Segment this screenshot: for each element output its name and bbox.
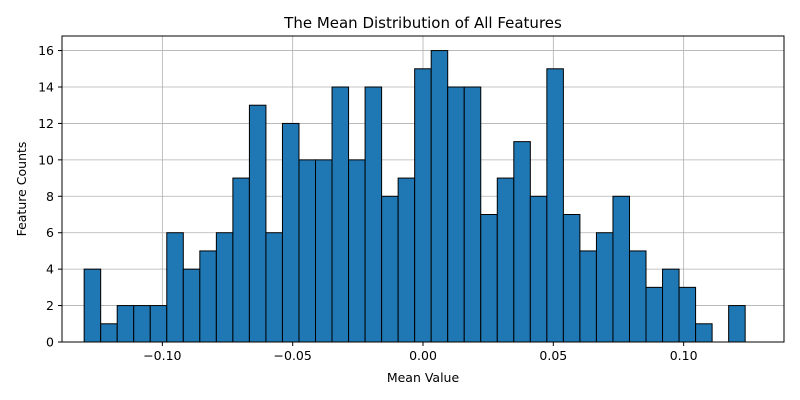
histogram-bar [430, 50, 449, 343]
histogram-bar [546, 68, 564, 343]
histogram-bar [331, 86, 350, 343]
histogram-bar [447, 86, 465, 343]
histogram-bar [348, 159, 366, 343]
histogram-bar [529, 195, 548, 343]
histogram-bar [562, 214, 581, 343]
y-tick-label: 10 [38, 152, 54, 167]
y-axis-ticks: 0 2 4 6 8 10 12 14 16 [38, 43, 62, 350]
histogram-bar [513, 141, 531, 343]
x-tick-label: −0.10 [143, 348, 181, 363]
x-axis-label: Mean Value [387, 370, 460, 385]
histogram-bar [463, 86, 482, 343]
histogram-bar [579, 250, 597, 343]
y-tick-label: 2 [46, 298, 54, 313]
y-tick-label: 4 [46, 262, 54, 277]
histogram-bar [695, 323, 713, 343]
y-tick-label: 12 [38, 116, 54, 131]
histogram-bar [100, 323, 118, 343]
histogram-bar [364, 86, 383, 343]
histogram-bar [628, 250, 647, 343]
histogram-bar [612, 195, 630, 343]
y-tick-label: 8 [46, 189, 54, 204]
histogram-bar [645, 286, 664, 343]
histogram-bar [480, 214, 498, 343]
histogram-bar [298, 159, 317, 343]
histogram-bar [397, 177, 416, 343]
x-tick-label: −0.05 [274, 348, 312, 363]
x-tick-label: 0.10 [670, 348, 698, 363]
histogram-bar [595, 232, 614, 343]
histogram-bar [496, 177, 515, 343]
histogram-bar [414, 68, 432, 343]
chart-title: The Mean Distribution of All Features [283, 14, 562, 32]
y-tick-label: 0 [46, 335, 54, 350]
bar-series [83, 50, 746, 343]
histogram-bar [265, 232, 283, 343]
histogram-bar [116, 305, 135, 343]
histogram-bar [83, 268, 102, 343]
histogram-bar [315, 159, 333, 343]
histogram-bar [232, 177, 250, 343]
x-tick-label: 0.00 [409, 348, 437, 363]
x-axis-ticks: −0.10 −0.05 0.00 0.05 0.10 [143, 342, 698, 363]
y-tick-label: 16 [38, 43, 54, 58]
y-axis-label: Feature Counts [14, 142, 29, 237]
histogram-bar [678, 286, 697, 343]
histogram-bar [381, 195, 399, 343]
histogram-bar [281, 122, 300, 343]
x-tick-label: 0.05 [539, 348, 567, 363]
histogram-bar [728, 305, 746, 343]
histogram-bar [248, 104, 267, 343]
histogram-bar [149, 305, 168, 343]
histogram-bar [166, 232, 184, 343]
histogram-bar [215, 232, 234, 343]
y-tick-label: 14 [38, 80, 54, 95]
histogram-bar [182, 268, 201, 343]
histogram-bar [199, 250, 217, 343]
y-tick-label: 6 [46, 225, 54, 240]
histogram-bar [662, 268, 680, 343]
histogram-bar [133, 305, 151, 343]
